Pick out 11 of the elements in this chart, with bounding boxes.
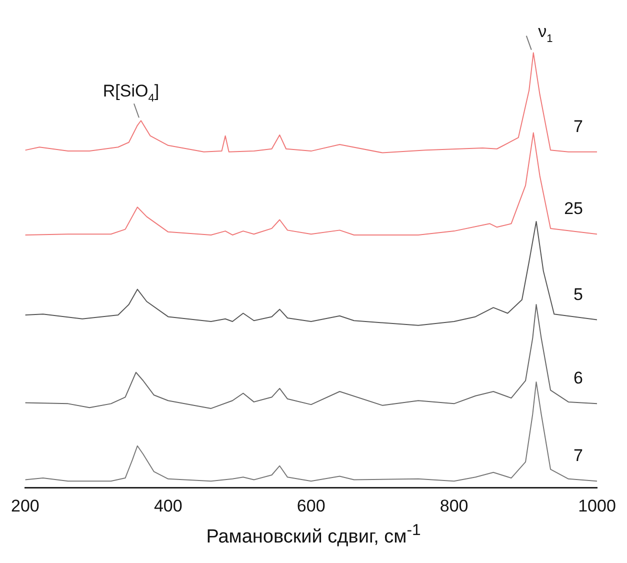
series-label: 6	[574, 368, 583, 388]
series-label: 25	[564, 199, 583, 218]
x-axis-title: Рамановский сдвиг, см$^{-1}$	[205, 522, 422, 548]
x-tick-label: 800	[440, 496, 468, 516]
x-tick-label: 1000	[578, 496, 616, 516]
x-tick-label: 200	[10, 496, 40, 516]
series-label: 7	[574, 116, 583, 136]
series-label: 5	[574, 284, 583, 304]
series-label: 7	[574, 446, 583, 466]
x-tick-label: 400	[154, 496, 182, 516]
x-tick-label: 600	[296, 496, 326, 516]
